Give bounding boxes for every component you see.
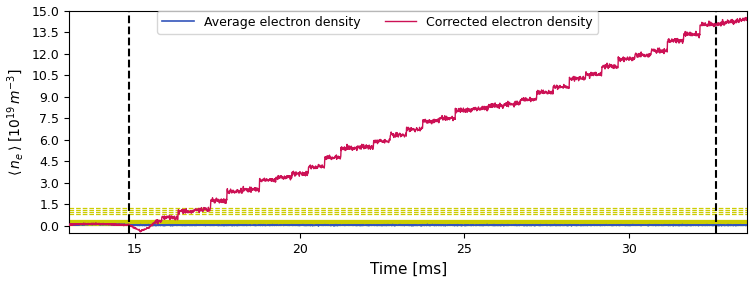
- Average electron density: [182, 223, 191, 226]
- Average electron density: [743, 223, 752, 227]
- Corrected electron density: [588, 71, 597, 74]
- Corrected electron density: [741, 16, 750, 19]
- Y-axis label: $\langle\, n_e\, \rangle\; [10^{19}\, m^{-3}]$: $\langle\, n_e\, \rangle\; [10^{19}\, m^…: [5, 68, 26, 176]
- Average electron density: [355, 223, 364, 227]
- Average electron density: [730, 223, 739, 227]
- Average electron density: [142, 224, 151, 227]
- Legend: Average electron density, Corrected electron density: Average electron density, Corrected elec…: [157, 10, 598, 34]
- Average electron density: [314, 224, 323, 228]
- Corrected electron density: [136, 230, 145, 233]
- Average electron density: [87, 222, 96, 226]
- Average electron density: [325, 223, 334, 227]
- Corrected electron density: [743, 17, 752, 20]
- Average electron density: [657, 224, 666, 227]
- Corrected electron density: [145, 225, 154, 229]
- Corrected electron density: [480, 107, 489, 110]
- Line: Corrected electron density: Corrected electron density: [69, 17, 748, 232]
- X-axis label: Time [ms]: Time [ms]: [370, 261, 447, 276]
- Corrected electron density: [65, 223, 74, 226]
- Average electron density: [65, 223, 74, 226]
- Corrected electron density: [82, 222, 91, 225]
- Corrected electron density: [572, 78, 581, 81]
- Line: Average electron density: Average electron density: [69, 224, 748, 226]
- Corrected electron density: [107, 222, 116, 226]
